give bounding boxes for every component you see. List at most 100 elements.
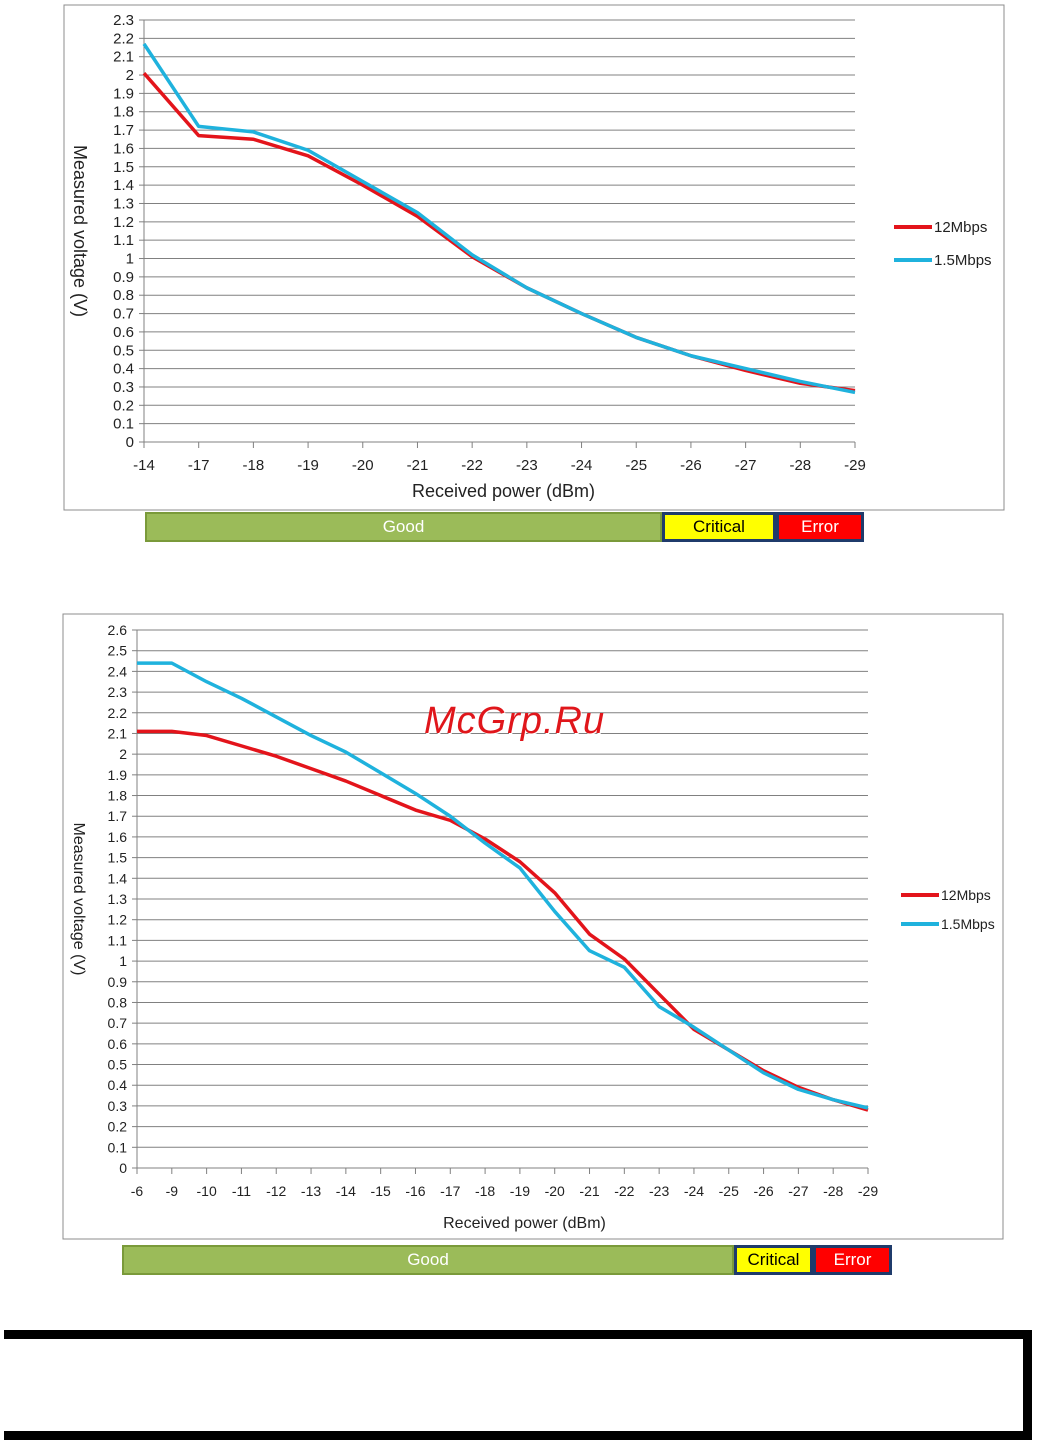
status-critical: Critical <box>734 1245 813 1275</box>
x-tick-label: -21 <box>579 1183 599 1199</box>
y-tick-label: 1 <box>126 251 134 268</box>
x-tick-label: -29 <box>844 457 866 474</box>
status-good: Good <box>145 512 662 542</box>
y-tick-label: 2.1 <box>113 49 134 66</box>
y-axis-title: Measured voltage (V) <box>70 145 90 317</box>
y-tick-label: 1.8 <box>108 788 128 804</box>
x-tick-label: -14 <box>336 1183 356 1199</box>
y-tick-label: 1.7 <box>108 808 128 824</box>
x-tick-label: -20 <box>545 1183 565 1199</box>
x-tick-label: -26 <box>680 457 702 474</box>
y-tick-label: 1.5 <box>113 159 134 176</box>
y-tick-label: 1.1 <box>108 932 128 948</box>
y-tick-label: 1.2 <box>113 214 134 231</box>
x-tick-label: -13 <box>301 1183 321 1199</box>
series-line-1-5mbps <box>142 42 856 395</box>
y-tick-label: 0.8 <box>108 994 128 1010</box>
y-tick-label: 0.1 <box>113 416 134 433</box>
y-tick-label: 0.6 <box>108 1036 128 1052</box>
x-tick-label: -17 <box>188 457 210 474</box>
y-tick-label: 1.1 <box>113 232 134 249</box>
x-tick-label: -10 <box>197 1183 217 1199</box>
x-tick-label: -24 <box>571 457 593 474</box>
y-tick-label: 0.6 <box>113 324 134 341</box>
y-tick-label: 1.5 <box>108 850 128 866</box>
x-tick-label: -15 <box>371 1183 391 1199</box>
x-tick-label: -6 <box>131 1183 144 1199</box>
y-tick-label: 0.8 <box>113 287 134 304</box>
x-tick-label: -19 <box>297 457 319 474</box>
y-tick-label: 2.1 <box>108 725 128 741</box>
signal-status-bar-1: Good Critical Error <box>145 512 864 542</box>
x-tick-label: -28 <box>789 457 811 474</box>
x-tick-label: -21 <box>407 457 429 474</box>
x-axis-title: Received power (dBm) <box>443 1215 606 1232</box>
x-tick-label: -27 <box>735 457 757 474</box>
x-tick-label: -25 <box>719 1183 739 1199</box>
chart-frame <box>62 613 1004 1240</box>
x-tick-label: -22 <box>461 457 483 474</box>
y-tick-label: 2.2 <box>113 30 134 47</box>
legend-label: 12Mbps <box>941 887 991 903</box>
y-tick-label: 1.4 <box>113 177 134 194</box>
x-tick-label: -23 <box>516 457 538 474</box>
x-tick-label: -16 <box>405 1183 425 1199</box>
y-tick-label: 2 <box>119 746 127 762</box>
y-tick-label: 2.2 <box>108 705 128 721</box>
x-axis-title: Received power (dBm) <box>412 481 595 501</box>
y-tick-label: 0.7 <box>108 1015 128 1031</box>
voltage-chart-1: 00.10.20.30.40.50.60.70.80.911.11.21.31.… <box>63 4 1005 511</box>
y-tick-label: 0.7 <box>113 306 134 323</box>
x-tick-label: -18 <box>243 457 265 474</box>
watermark-text: McGrp.Ru <box>424 700 606 742</box>
y-tick-label: 2 <box>126 67 134 84</box>
x-tick-label: -11 <box>232 1183 251 1199</box>
y-tick-label: 1.3 <box>113 195 134 212</box>
status-error: Error <box>776 512 864 542</box>
series-line-1-5mbps <box>137 661 869 1110</box>
x-tick-label: -29 <box>858 1183 878 1199</box>
y-axis-title: Measured voltage (V) <box>70 823 87 976</box>
y-tick-label: 0.4 <box>108 1077 128 1093</box>
footer-frame <box>4 1330 1032 1440</box>
chart-frame <box>63 4 1005 511</box>
y-tick-label: 0 <box>119 1160 127 1176</box>
x-tick-label: -20 <box>352 457 374 474</box>
y-tick-label: 0.9 <box>113 269 134 286</box>
status-critical: Critical <box>662 512 776 542</box>
x-tick-label: -23 <box>649 1183 669 1199</box>
x-tick-label: -28 <box>823 1183 843 1199</box>
legend-label: 1.5Mbps <box>941 916 995 932</box>
y-tick-label: 2.4 <box>108 663 128 679</box>
y-tick-label: 1.8 <box>113 104 134 121</box>
x-tick-label: -24 <box>684 1183 704 1199</box>
x-tick-label: -14 <box>133 457 155 474</box>
y-tick-label: 0.3 <box>108 1098 128 1114</box>
x-tick-label: -27 <box>788 1183 808 1199</box>
y-tick-label: 1.9 <box>113 85 134 102</box>
voltage-chart-2: 0 0.1 0.2 0.3 0.4 0.5 0.6 0.7 0.8 0.9 1 1.1 1.2 1.3 1.… <box>62 613 1004 1240</box>
y-tick-label: 0.9 <box>108 974 128 990</box>
legend-label: 12Mbps <box>934 219 987 236</box>
y-tick-label: 0 <box>126 434 134 451</box>
y-tick-label: 2.5 <box>108 643 128 659</box>
y-tick-label: 0.5 <box>108 1057 128 1073</box>
status-good: Good <box>122 1245 734 1275</box>
legend-label: 1.5Mbps <box>934 252 992 269</box>
signal-status-bar-2: Good Critical Error <box>122 1245 892 1275</box>
y-tick-label: 1.2 <box>108 912 128 928</box>
x-tick-label: -18 <box>475 1183 495 1199</box>
y-tick-label: 0.4 <box>113 361 134 378</box>
x-tick-label: -26 <box>753 1183 773 1199</box>
x-tick-label: -17 <box>440 1183 460 1199</box>
y-tick-label: 0.2 <box>108 1119 128 1135</box>
y-tick-label: 1.4 <box>108 870 128 886</box>
y-tick-label: 1.9 <box>108 767 128 783</box>
y-tick-label: 2.6 <box>108 622 128 638</box>
y-tick-label: 1.6 <box>113 140 134 157</box>
y-tick-label: 1.7 <box>113 122 134 139</box>
x-tick-label: -12 <box>266 1183 286 1199</box>
y-tick-label: 0.2 <box>113 397 134 414</box>
x-tick-label: -25 <box>625 457 647 474</box>
status-error: Error <box>813 1245 892 1275</box>
